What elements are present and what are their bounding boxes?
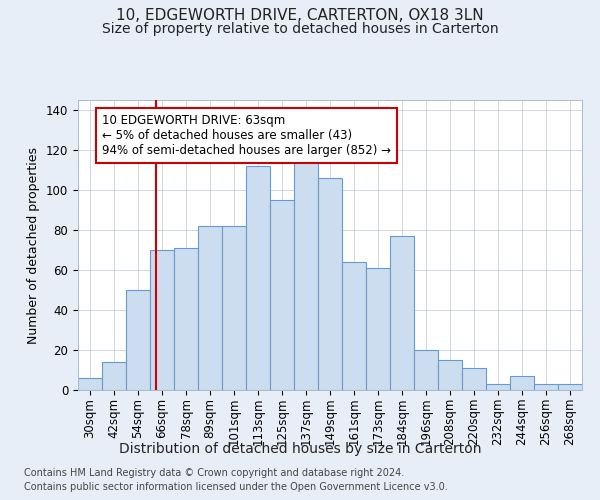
Bar bbox=[246, 166, 270, 390]
Bar bbox=[318, 178, 342, 390]
Bar bbox=[294, 160, 318, 390]
Bar bbox=[534, 384, 558, 390]
Text: Size of property relative to detached houses in Carterton: Size of property relative to detached ho… bbox=[101, 22, 499, 36]
Bar bbox=[150, 250, 174, 390]
Bar bbox=[174, 248, 198, 390]
Bar bbox=[462, 368, 486, 390]
Bar bbox=[342, 262, 366, 390]
Text: Contains public sector information licensed under the Open Government Licence v3: Contains public sector information licen… bbox=[24, 482, 448, 492]
Bar bbox=[270, 200, 294, 390]
Bar bbox=[438, 360, 462, 390]
Bar bbox=[198, 226, 222, 390]
Bar bbox=[102, 362, 126, 390]
Bar bbox=[390, 236, 414, 390]
Text: 10, EDGEWORTH DRIVE, CARTERTON, OX18 3LN: 10, EDGEWORTH DRIVE, CARTERTON, OX18 3LN bbox=[116, 8, 484, 22]
Text: Distribution of detached houses by size in Carterton: Distribution of detached houses by size … bbox=[119, 442, 481, 456]
Text: 10 EDGEWORTH DRIVE: 63sqm
← 5% of detached houses are smaller (43)
94% of semi-d: 10 EDGEWORTH DRIVE: 63sqm ← 5% of detach… bbox=[102, 114, 391, 157]
Bar bbox=[510, 376, 534, 390]
Bar bbox=[486, 384, 510, 390]
Bar bbox=[414, 350, 438, 390]
Bar bbox=[126, 290, 150, 390]
Bar bbox=[366, 268, 390, 390]
Bar bbox=[78, 378, 102, 390]
Bar bbox=[222, 226, 246, 390]
Y-axis label: Number of detached properties: Number of detached properties bbox=[28, 146, 40, 344]
Text: Contains HM Land Registry data © Crown copyright and database right 2024.: Contains HM Land Registry data © Crown c… bbox=[24, 468, 404, 477]
Bar bbox=[558, 384, 582, 390]
